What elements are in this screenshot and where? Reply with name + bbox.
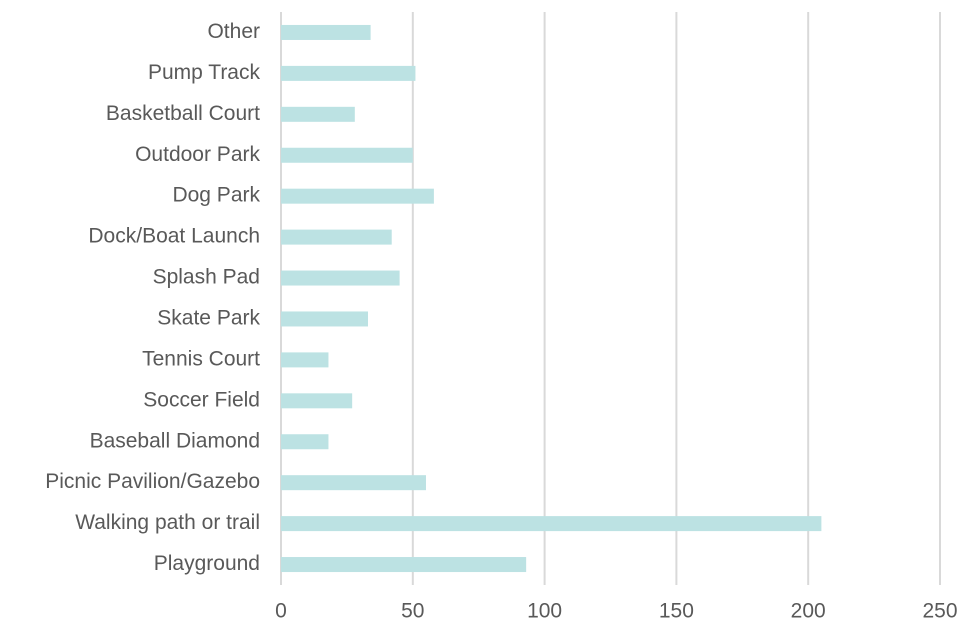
x-tick-label: 0 — [275, 600, 287, 621]
bar — [281, 516, 822, 532]
bar — [281, 475, 426, 491]
y-tick-label: Dog Park — [172, 184, 260, 207]
y-tick-label: Soccer Field — [143, 388, 260, 411]
bar — [281, 557, 527, 573]
bar — [281, 65, 416, 81]
bar — [281, 311, 368, 327]
bar — [281, 393, 353, 409]
y-tick-label: Dock/Boat Launch — [88, 225, 260, 248]
bar — [281, 24, 371, 40]
y-tick-label: Walking path or trail — [75, 511, 260, 534]
y-tick-label: Splash Pad — [153, 266, 260, 289]
bar — [281, 106, 355, 122]
y-tick-label: Outdoor Park — [135, 143, 260, 166]
y-tick-label: Pump Track — [148, 61, 261, 84]
y-tick-label: Tennis Court — [142, 347, 260, 370]
x-tick-label: 200 — [791, 600, 826, 621]
x-tick-label: 150 — [659, 600, 694, 621]
bar — [281, 229, 392, 245]
y-tick-label: Other — [207, 20, 260, 43]
bar — [281, 270, 400, 286]
y-tick-label: Basketball Court — [106, 102, 260, 125]
x-tick-label: 100 — [527, 600, 562, 621]
bar — [281, 434, 329, 450]
y-tick-label: Picnic Pavilion/Gazebo — [45, 470, 260, 493]
bar — [281, 352, 329, 368]
x-tick-label: 250 — [922, 600, 957, 621]
bar — [281, 147, 413, 163]
bar — [281, 188, 434, 204]
y-tick-label: Skate Park — [157, 307, 260, 330]
x-tick-label: 50 — [401, 600, 424, 621]
y-tick-label: Baseball Diamond — [90, 429, 260, 452]
y-tick-label: Playground — [154, 552, 260, 575]
